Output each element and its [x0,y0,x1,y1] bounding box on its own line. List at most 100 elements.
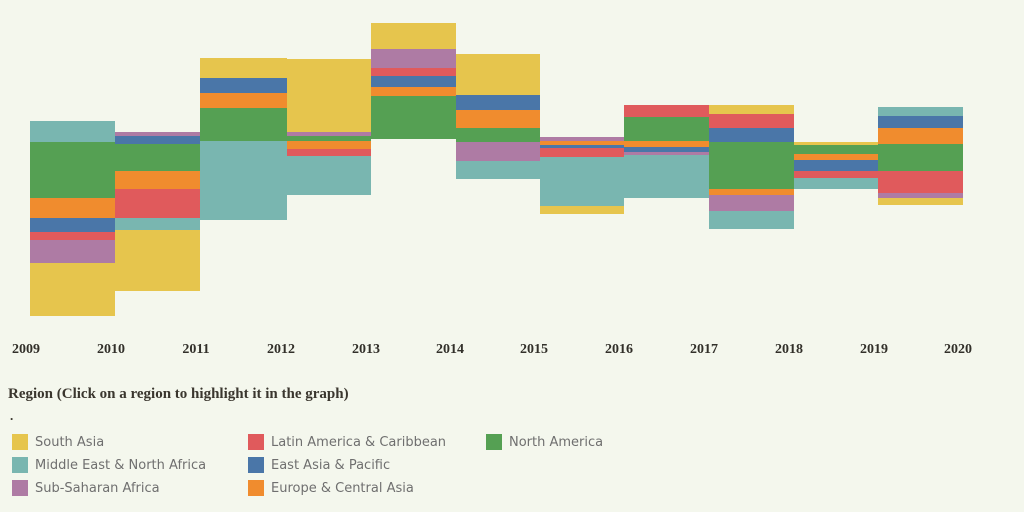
bar-segment-2018-latin-america-caribbean[interactable] [794,171,878,178]
bar-segment-2009-middle-east-north-africa[interactable] [30,121,115,142]
bar-segment-2013-east-asia-pacific[interactable] [371,76,456,87]
x-tick-label-2012: 2012 [267,342,295,357]
bar-segment-2019-east-asia-pacific[interactable] [878,116,963,128]
legend-item-middle-east-north-africa[interactable]: Middle East & North Africa [12,457,206,473]
bar-segment-2009-south-asia[interactable] [30,263,115,316]
bar-segment-2014-north-america[interactable] [456,128,540,142]
bar-segment-2017-latin-america-caribbean[interactable] [709,114,794,128]
bar-segment-2016-europe-central-asia[interactable] [624,141,709,147]
bar-segment-2010-north-america[interactable] [115,144,200,171]
x-tick-label-2018: 2018 [775,342,803,357]
bar-segment-2016-middle-east-north-africa[interactable] [624,155,709,198]
bar-segment-2016-latin-america-caribbean[interactable] [624,105,709,117]
year-bar-2019 [878,0,963,340]
legend-item-sub-saharan-africa[interactable]: Sub-Saharan Africa [12,480,160,496]
bar-segment-2013-latin-america-caribbean[interactable] [371,68,456,76]
x-tick-label-2016: 2016 [605,342,633,357]
bar-segment-2019-sub-saharan-africa[interactable] [878,193,963,198]
legend-swatch-icon[interactable] [248,434,264,450]
bar-segment-2014-south-asia[interactable] [456,54,540,95]
legend-swatch-icon[interactable] [248,457,264,473]
bar-segment-2012-middle-east-north-africa[interactable] [287,156,371,195]
x-tick-label-2019: 2019 [860,342,888,357]
legend-swatch-icon[interactable] [248,480,264,496]
bar-segment-2011-middle-east-north-africa[interactable] [200,141,287,220]
bar-segment-2017-north-america[interactable] [709,142,794,189]
year-bar-2011 [200,0,287,340]
legend-item-label: Latin America & Caribbean [271,434,447,450]
bar-segment-2010-sub-saharan-africa[interactable] [115,132,200,136]
bar-segment-2019-north-america[interactable] [878,144,963,171]
bar-segment-2018-east-asia-pacific[interactable] [794,160,878,171]
bar-segment-2018-south-asia[interactable] [794,142,878,145]
bar-segment-2011-east-asia-pacific[interactable] [200,78,287,93]
bar-segment-2012-europe-central-asia[interactable] [287,141,371,149]
bar-segment-2015-south-asia[interactable] [540,206,624,214]
legend-item-europe-central-asia[interactable]: Europe & Central Asia [248,480,414,496]
bar-segment-2017-sub-saharan-africa[interactable] [709,195,794,211]
bar-segment-2016-east-asia-pacific[interactable] [624,147,709,152]
legend-item-latin-america-caribbean[interactable]: Latin America & Caribbean [248,434,446,450]
bar-segment-2010-south-asia[interactable] [115,230,200,291]
bar-segment-2015-sub-saharan-africa[interactable] [540,137,624,141]
bar-segment-2015-latin-america-caribbean[interactable] [540,148,624,157]
legend-swatch-icon[interactable] [12,480,28,496]
bar-segment-2017-south-asia[interactable] [709,105,794,114]
bar-segment-2009-sub-saharan-africa[interactable] [30,240,115,263]
x-tick-label-2014: 2014 [436,342,464,357]
bar-segment-2011-south-asia[interactable] [200,58,287,78]
x-tick-label-2010: 2010 [97,342,125,357]
bar-segment-2010-middle-east-north-africa[interactable] [115,218,200,230]
bar-segment-2019-middle-east-north-africa[interactable] [878,107,963,116]
bar-segment-2019-latin-america-caribbean[interactable] [878,171,963,193]
bar-segment-2014-east-asia-pacific[interactable] [456,95,540,110]
bar-segment-2018-europe-central-asia[interactable] [794,154,878,160]
legend-dot: . [10,408,14,423]
bar-segment-2019-europe-central-asia[interactable] [878,128,963,144]
bar-segment-2019-south-asia[interactable] [878,198,963,205]
bar-segment-2010-latin-america-caribbean[interactable] [115,189,200,218]
bar-segment-2013-europe-central-asia[interactable] [371,87,456,96]
bar-segment-2010-europe-central-asia[interactable] [115,171,200,189]
bar-segment-2012-latin-america-caribbean[interactable] [287,149,371,156]
year-bar-2016 [624,0,709,340]
year-bar-2009 [30,0,115,340]
bar-segment-2013-south-asia[interactable] [371,23,456,49]
legend-swatch-icon[interactable] [12,457,28,473]
bar-segment-2014-middle-east-north-africa[interactable] [456,161,540,179]
bar-segment-2018-north-america[interactable] [794,145,878,154]
legend-item-label: South Asia [35,434,105,450]
bar-segment-2012-north-america[interactable] [287,136,371,141]
legend-swatch-icon[interactable] [12,434,28,450]
bar-segment-2016-north-america[interactable] [624,117,709,141]
bar-segment-2015-europe-central-asia[interactable] [540,141,624,145]
bar-segment-2009-east-asia-pacific[interactable] [30,218,115,232]
bar-segment-2009-europe-central-asia[interactable] [30,198,115,218]
bar-segment-2018-middle-east-north-africa[interactable] [794,178,878,189]
bar-segment-2015-east-asia-pacific[interactable] [540,145,624,148]
bar-segment-2017-middle-east-north-africa[interactable] [709,211,794,229]
bar-segment-2009-north-america[interactable] [30,142,115,198]
bar-segment-2016-sub-saharan-africa[interactable] [624,152,709,155]
legend-item-south-asia[interactable]: South Asia [12,434,104,450]
bar-segment-2017-europe-central-asia[interactable] [709,189,794,195]
legend-item-east-asia-pacific[interactable]: East Asia & Pacific [248,457,390,473]
year-bar-2012 [287,0,371,340]
bar-segment-2017-east-asia-pacific[interactable] [709,128,794,142]
bar-segment-2012-sub-saharan-africa[interactable] [287,132,371,136]
legend-item-north-america[interactable]: North America [486,434,603,450]
year-bar-2017 [709,0,794,340]
bar-segment-2014-europe-central-asia[interactable] [456,110,540,128]
bar-segment-2011-north-america[interactable] [200,108,287,141]
bar-segment-2013-sub-saharan-africa[interactable] [371,49,456,68]
bar-segment-2009-latin-america-caribbean[interactable] [30,232,115,240]
bar-segment-2014-sub-saharan-africa[interactable] [456,142,540,161]
bar-segment-2013-north-america[interactable] [371,96,456,139]
bar-segment-2012-south-asia[interactable] [287,59,371,132]
bar-segment-2010-east-asia-pacific[interactable] [115,136,200,144]
bar-segment-2015-middle-east-north-africa[interactable] [540,157,624,206]
year-bar-2018 [794,0,878,340]
bar-segment-2011-europe-central-asia[interactable] [200,93,287,108]
legend-item-label: East Asia & Pacific [271,457,391,473]
legend-swatch-icon[interactable] [486,434,502,450]
